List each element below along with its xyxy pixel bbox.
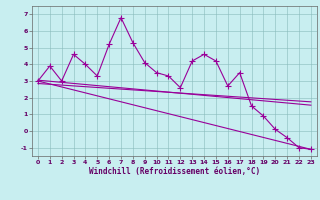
X-axis label: Windchill (Refroidissement éolien,°C): Windchill (Refroidissement éolien,°C) (89, 167, 260, 176)
